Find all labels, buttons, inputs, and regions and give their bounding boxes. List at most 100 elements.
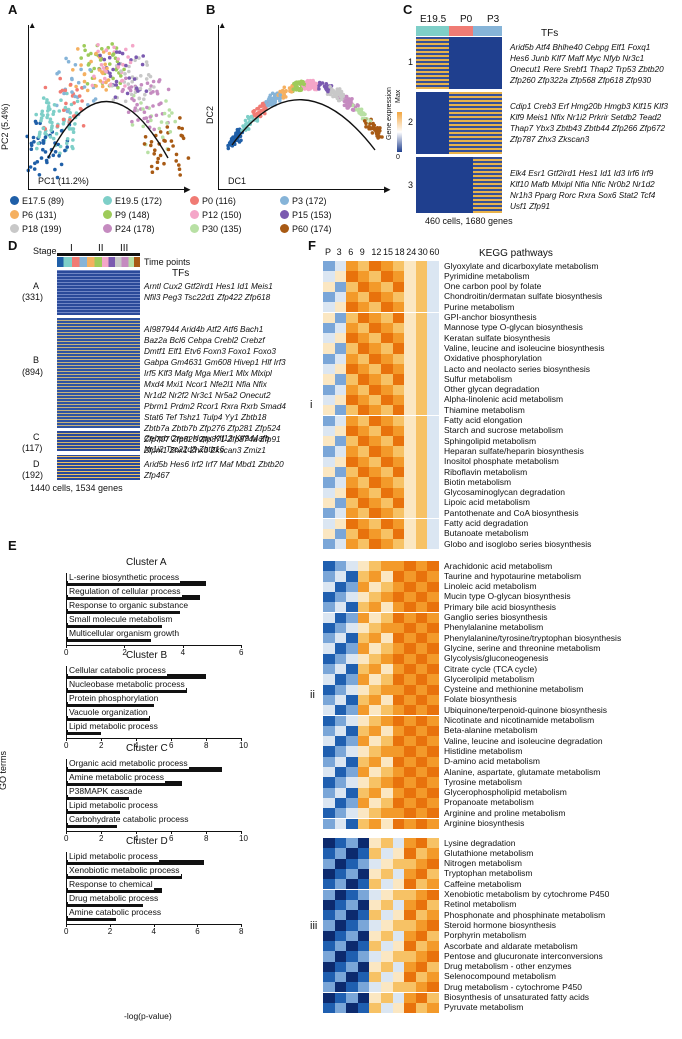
diffmap-point: [340, 97, 344, 102]
diffmap-point: [326, 89, 330, 94]
f-heat-cell: [392, 436, 405, 447]
go-tick-label: 0: [64, 648, 69, 657]
legend-label: P0 (116): [202, 196, 236, 206]
legend-dot: [190, 210, 199, 219]
go-tick-mark: [182, 645, 184, 648]
f-heat-cell: [346, 684, 358, 695]
f-heat-cell: [427, 858, 439, 869]
f-heat-cell: [415, 633, 428, 644]
pca-point: [96, 43, 100, 47]
f-heat-cell: [381, 889, 393, 900]
kegg-pathway-label: Primary bile acid biosynthesis: [444, 601, 556, 612]
f-heat-cell: [427, 405, 439, 416]
go-y-axis: [66, 666, 67, 738]
diffmap-point: [262, 103, 266, 107]
f-col-header: 12: [371, 247, 382, 257]
f-heat-cell: [346, 848, 358, 859]
diffmap-point: [257, 110, 262, 114]
diffmap-point: [348, 100, 352, 104]
diffmap-point: [366, 125, 371, 129]
panel-d-label: D: [8, 238, 18, 253]
f-heat-cell: [334, 394, 347, 406]
pca-point: [48, 107, 52, 111]
pca-point: [31, 135, 36, 140]
diffmap-point: [368, 122, 372, 126]
pca-point: [127, 76, 132, 80]
pca-point: [148, 115, 153, 119]
legend-dot: [190, 224, 199, 233]
diffmap-point: [288, 89, 293, 94]
diffmap-point: [301, 80, 305, 84]
f-heat-cell: [323, 653, 335, 664]
f-heat-cell: [392, 715, 405, 726]
diffmap-point: [332, 90, 337, 95]
pca-point: [103, 76, 107, 81]
go-bar: [66, 637, 151, 642]
pca-point: [117, 50, 122, 54]
diffmap-point: [312, 82, 317, 86]
f-heat-cell: [392, 487, 405, 498]
pca-point: [29, 143, 34, 148]
f-heat-cell: [346, 405, 358, 416]
diffmap-point: [335, 96, 340, 101]
d-tf-line: Zfpm1 Zhx1 Zhx3 Zkscan3 Zmiz1: [144, 446, 266, 455]
f-heat-cell: [427, 467, 439, 478]
f-heat-cell: [392, 425, 405, 437]
pca-point: [104, 66, 109, 70]
go-bar: [66, 609, 180, 614]
diffmap-point: [247, 116, 251, 121]
pca-point: [79, 56, 83, 60]
f-heat-cell: [381, 838, 393, 849]
f-heat-cell: [392, 889, 405, 900]
diffmap-point: [280, 94, 284, 98]
legend-label: E17.5 (89): [22, 196, 65, 206]
diffmap-point: [267, 103, 271, 107]
f-heat-cell: [334, 302, 347, 313]
kegg-pathway-label: Folate biosynthesis: [444, 694, 517, 705]
f-heat-cell: [392, 777, 405, 788]
diffmap-point: [348, 103, 353, 107]
f-heat-cell: [392, 353, 405, 364]
go-tick-mark: [66, 831, 67, 834]
kegg-pathway-label: Riboflavin metabolism: [444, 466, 528, 477]
go-x-axis: [66, 831, 241, 832]
f-heat-cell: [369, 312, 381, 323]
diffmap-point: [375, 134, 379, 138]
f-heat-cell: [381, 992, 393, 1003]
diffmap-point: [343, 98, 348, 102]
f-heat-cell: [369, 868, 381, 880]
diffmap-point: [244, 123, 248, 127]
diffmap-point: [370, 131, 375, 135]
f-heat-cell: [404, 487, 416, 498]
go-bar: [66, 888, 163, 893]
diffmap-point: [363, 117, 368, 121]
diffmap-point: [342, 97, 347, 102]
pca-point: [145, 63, 149, 67]
f-heat-cell: [369, 961, 381, 972]
f-heat-cell: [404, 643, 416, 654]
diffmap-point: [300, 81, 305, 86]
f-heat-cell: [381, 858, 393, 869]
diffmap-point: [229, 137, 234, 141]
f-heat-cell: [415, 982, 428, 993]
f-heat-cell: [323, 497, 335, 509]
f-heat-cell: [334, 281, 347, 292]
f-heat-cell: [381, 1002, 393, 1014]
pca-point: [91, 99, 96, 103]
pca-point: [130, 123, 135, 127]
pca-point: [73, 122, 77, 126]
pca-point: [101, 50, 106, 54]
f-heat-cell: [334, 425, 347, 437]
pca-point: [94, 51, 98, 56]
diffmap-point: [335, 87, 340, 91]
e-ylabel: GO terms: [0, 750, 8, 790]
f-heat-cell: [392, 725, 405, 737]
diffmap-point: [305, 85, 310, 89]
kegg-pathway-label: Lacto and neolacto series biosynthesis: [444, 363, 591, 374]
f-heat-cell: [415, 343, 428, 354]
f-heat-cell: [404, 756, 416, 767]
diffmap-point: [329, 84, 334, 88]
f-heat-cell: [369, 633, 381, 644]
f-heat-cell: [323, 539, 335, 550]
pca-point: [45, 160, 49, 165]
